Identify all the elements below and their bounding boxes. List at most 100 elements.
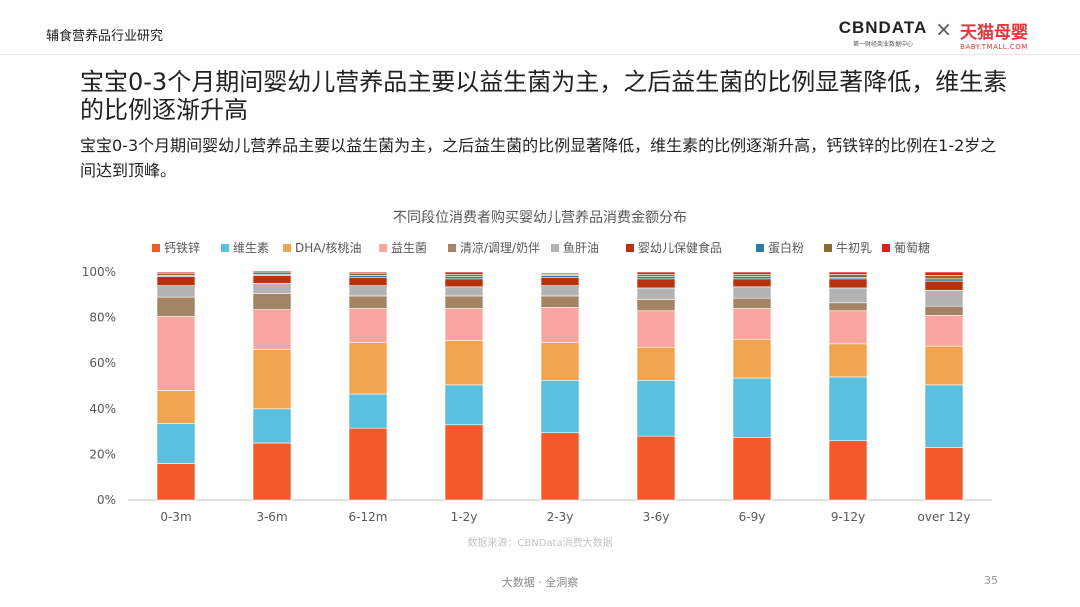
bar-segment (924, 289, 964, 307)
cbndata-logo-subtext: 第一财经商业数据中心 (852, 41, 913, 48)
bar-segment (732, 436, 772, 501)
bar-segment (732, 276, 772, 280)
legend-label: 益生菌 (391, 241, 427, 255)
bar-segment (828, 440, 868, 501)
bar-segment (348, 295, 388, 309)
legend-swatch (756, 244, 764, 252)
bar-segment (636, 273, 676, 277)
bar-segment (444, 276, 484, 280)
legend-swatch (152, 244, 160, 252)
x-tick-label: 1-2y (451, 510, 478, 524)
bar-segment (156, 272, 196, 276)
bar-segment (924, 345, 964, 386)
bar-segment (156, 285, 196, 298)
bar-segment (348, 271, 388, 274)
bar-segment (444, 271, 484, 275)
legend-swatch (221, 244, 229, 252)
bar-segment (828, 343, 868, 378)
y-tick-label: 60% (89, 356, 116, 370)
bar-segment (540, 272, 580, 275)
bar-segment (732, 308, 772, 340)
y-tick-label: 40% (89, 402, 116, 416)
bar-segment (252, 293, 292, 310)
bar-segment (924, 305, 964, 316)
brand-logos: CBNDATA 第一财经商业数据中心 × 天猫母婴 BABY.TMALL.COM (838, 18, 1028, 51)
section-label: 辅食营养品行业研究 (46, 29, 164, 44)
chart-source: 数据来源：CBNData消费大数据 (467, 536, 612, 549)
x-tick-label: 3-6y (643, 510, 670, 524)
bar-segment (828, 376, 868, 442)
bar-segment (636, 287, 676, 300)
bar-segment (636, 379, 676, 437)
bar-segment (252, 270, 292, 273)
bar-segment (348, 342, 388, 395)
bar-segment (444, 273, 484, 277)
bar-segment (732, 271, 772, 275)
bar-segment (444, 308, 484, 341)
bar-segment (252, 349, 292, 410)
x-tick-label: 3-6m (256, 510, 287, 524)
bar-segment (828, 310, 868, 345)
y-tick-label: 0% (97, 493, 116, 507)
bar-segment (924, 384, 964, 448)
bar-segment (636, 278, 676, 289)
bar-segment (252, 271, 292, 275)
bar-segment (156, 463, 196, 501)
bar-segment (636, 271, 676, 275)
legend-label: 钙铁锌 (164, 241, 200, 255)
chart-title: 不同段位消费者购买婴幼儿营养品消费金额分布 (393, 210, 687, 226)
bar-segment (540, 342, 580, 381)
bar-segment (156, 276, 196, 286)
bar-segment (636, 346, 676, 381)
legend-label: 蛋白粉 (768, 240, 804, 255)
x-tick-label: 6-9y (739, 510, 766, 524)
bar-segment (156, 296, 196, 317)
tmall-baby-logo: 天猫母婴 BABY.TMALL.COM (960, 18, 1028, 51)
bar-segment (828, 273, 868, 278)
bar-segment (924, 280, 964, 291)
legend-swatch (379, 244, 387, 252)
bar-segment (252, 275, 292, 284)
bar-segment (444, 424, 484, 501)
bar-segment (252, 309, 292, 350)
legend-label: 清凉/调理/奶伴 (460, 240, 540, 255)
page-number: 35 (984, 574, 998, 587)
legend-label: 婴幼儿保健食品 (638, 240, 722, 255)
bar-segment (924, 447, 964, 501)
bar-segment (348, 427, 388, 501)
legend-swatch (551, 244, 559, 252)
bar-segment (540, 432, 580, 501)
bar-segment (828, 278, 868, 289)
legend-label: 维生素 (233, 241, 269, 255)
footer-slogan: 大数据 · 全洞察 (501, 576, 579, 589)
y-tick-label: 20% (89, 447, 116, 461)
page-subtitle: 宝宝0-3个月期间婴幼儿营养品主要以益生菌为主，之后益生菌的比例显著降低，维生素… (80, 136, 997, 180)
bar-segment (348, 277, 388, 286)
bar-segment (444, 286, 484, 297)
bar-segment (348, 393, 388, 429)
y-tick-label: 100% (82, 265, 116, 279)
bar-segment (828, 287, 868, 304)
bar-segment (444, 278, 484, 288)
cbndata-logo-text: CBNDATA (838, 18, 928, 37)
bar-segment (732, 278, 772, 288)
legend-swatch (448, 244, 456, 252)
x-tick-label: 6-12m (349, 510, 388, 524)
bar-segment (444, 384, 484, 426)
bar-segment (924, 278, 964, 282)
bar-segment (444, 340, 484, 386)
bar-segment (444, 295, 484, 309)
x-tick-label: 0-3m (160, 510, 191, 524)
bar-segment (732, 338, 772, 379)
bar-segment (252, 408, 292, 444)
bar-segment (540, 295, 580, 308)
bar-segment (636, 276, 676, 280)
bar-segment (348, 308, 388, 343)
bar-segment (252, 283, 292, 294)
x-tick-label: 2-3y (547, 510, 574, 524)
bar-segment (156, 271, 196, 274)
bar-segment (636, 435, 676, 501)
bar-segment (924, 271, 964, 276)
header-divider (0, 54, 1080, 55)
